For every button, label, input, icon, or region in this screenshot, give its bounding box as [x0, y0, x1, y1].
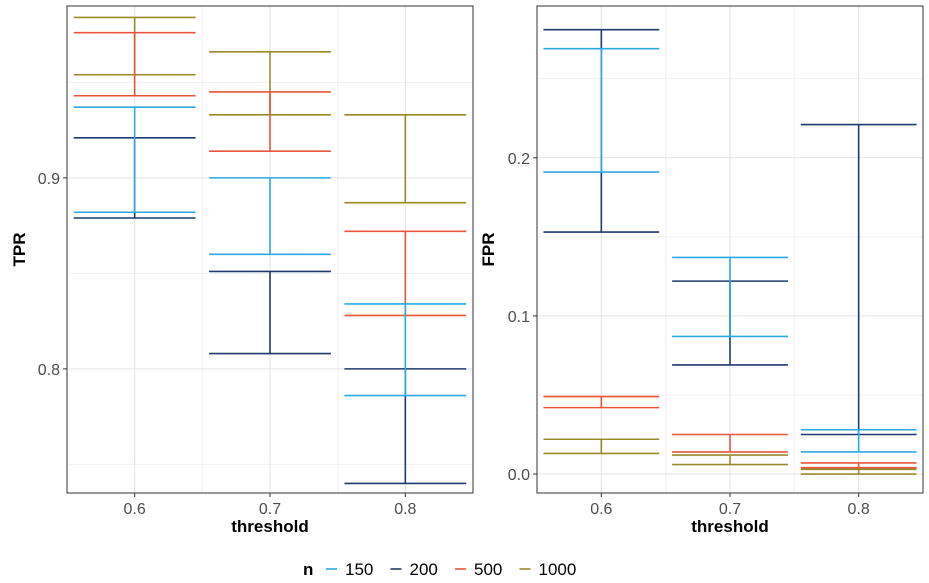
legend-label-500: 500: [474, 560, 502, 579]
fpr-y-tick-label: 0.2: [508, 151, 530, 168]
legend-label-150: 150: [345, 560, 373, 579]
tpr-errorbar-n200-0.7: [209, 270, 331, 355]
legend-title: n: [303, 560, 313, 579]
fpr-x-tick-label: 0.6: [590, 501, 612, 518]
tpr-y-tick-label: 0.9: [38, 171, 60, 188]
tpr-x-tick-label: 0.7: [259, 501, 281, 518]
legend-label-200: 200: [410, 560, 438, 579]
fpr-errorbars: [543, 28, 917, 475]
tpr-errorbar-n150-0.6: [73, 106, 196, 214]
fpr-errorbar-n500-0.8: [800, 462, 917, 469]
fpr-errorbar-n500-0.7: [672, 433, 788, 453]
tpr-errorbar-n150-0.7: [209, 177, 331, 256]
fpr-y-tick-label: 0.1: [508, 309, 530, 326]
fpr-errorbar-n150-0.6: [543, 47, 660, 173]
fpr-panel: 0.0 0.1 0.2 0.6 0.7 0.8 threshold FPR: [479, 5, 924, 536]
tpr-x-axis-title: threshold: [231, 517, 308, 536]
fpr-errorbar-n1000-0.8: [800, 468, 917, 475]
fpr-errorbar-n1000-0.6: [543, 438, 660, 455]
fpr-x-tick-label: 0.8: [848, 501, 870, 518]
legend-label-1000: 1000: [539, 560, 577, 579]
tpr-errorbar-n500-0.7: [209, 91, 331, 152]
tpr-y-tick-label: 0.8: [38, 362, 60, 379]
tpr-x-tick-label: 0.6: [124, 501, 146, 518]
fpr-errorbar-n150-0.8: [800, 428, 917, 453]
tpr-errorbar-n150-0.8: [344, 303, 467, 397]
tpr-x-tick-label: 0.8: [394, 501, 416, 518]
tpr-y-axis-title: TPR: [10, 233, 29, 267]
fpr-errorbar-n150-0.7: [672, 256, 788, 338]
legend-item-150: 150: [326, 560, 373, 579]
fpr-x-axis-title: threshold: [691, 517, 768, 536]
fpr-x-tick-label: 0.7: [719, 501, 741, 518]
tpr-panel: 0.8 0.9 0.6 0.7 0.8 threshold TPR: [10, 5, 474, 536]
legend-item-1000: 1000: [519, 560, 577, 579]
legend: n 150 200 500 1000: [303, 560, 576, 579]
fpr-gridlines: [537, 6, 923, 493]
fpr-errorbar-n200-0.8: [800, 123, 917, 436]
fpr-y-axis-title: FPR: [479, 233, 498, 267]
tpr-errorbar-n500-0.6: [73, 31, 196, 97]
fpr-errorbar-n500-0.6: [543, 395, 660, 409]
legend-item-200: 200: [390, 560, 438, 579]
fpr-y-tick-label: 0.0: [508, 467, 530, 484]
tpr-errorbar-n1000-0.8: [344, 114, 467, 204]
tpr-errorbars: [73, 16, 467, 485]
fpr-errorbar-n1000-0.7: [672, 454, 788, 466]
legend-item-500: 500: [455, 560, 502, 579]
